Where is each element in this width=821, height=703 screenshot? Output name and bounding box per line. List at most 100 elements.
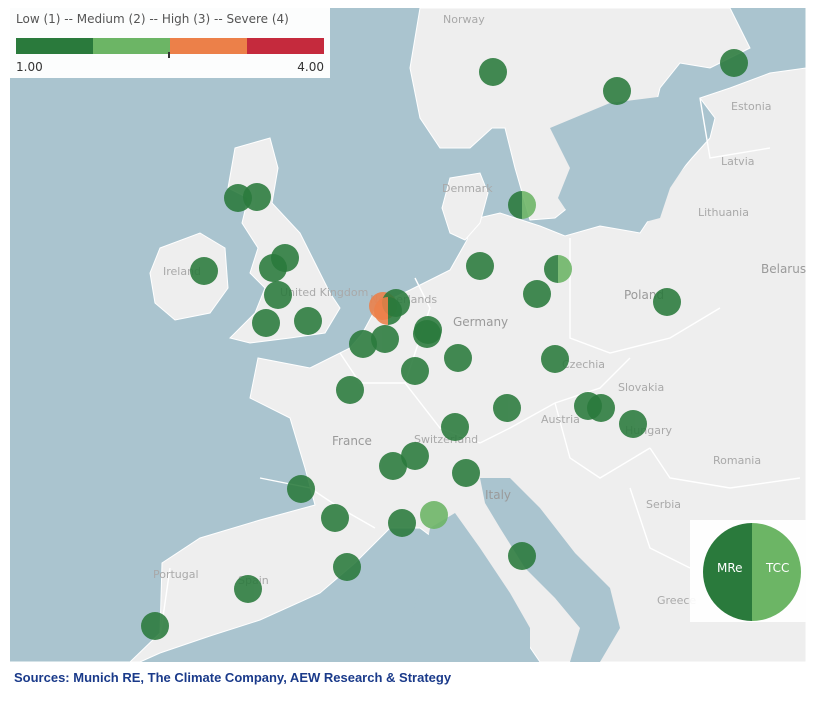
risk-marker[interactable] <box>243 183 271 211</box>
risk-marker-mre-half <box>190 257 204 285</box>
risk-marker[interactable] <box>444 344 472 372</box>
legend-title: Low (1) -- Medium (2) -- High (3) -- Sev… <box>16 12 289 26</box>
risk-marker-mre-half <box>452 459 466 487</box>
risk-marker[interactable] <box>452 459 480 487</box>
risk-marker[interactable] <box>493 394 521 422</box>
risk-marker[interactable] <box>264 281 292 309</box>
label-latvia: Latvia <box>721 155 755 168</box>
risk-marker[interactable] <box>374 297 402 325</box>
legend-color-scale <box>16 38 324 54</box>
adriatic-sea <box>480 478 620 662</box>
risk-marker[interactable] <box>401 357 429 385</box>
risk-marker-tcc-half <box>667 288 681 316</box>
risk-marker-mre-half <box>294 307 308 335</box>
map-area[interactable]: Norway Estonia Latvia Lithuania Denmark … <box>10 8 806 662</box>
risk-marker[interactable] <box>371 325 399 353</box>
risk-marker-tcc-half <box>555 345 569 373</box>
risk-marker[interactable] <box>541 345 569 373</box>
risk-marker-tcc-half <box>734 49 748 77</box>
risk-marker-tcc-half <box>558 255 572 283</box>
risk-marker-mre-half <box>321 504 335 532</box>
risk-marker-tcc-half <box>458 344 472 372</box>
risk-marker[interactable] <box>333 553 361 581</box>
legend-segment-low <box>16 38 93 54</box>
risk-marker-tcc-half <box>204 257 218 285</box>
risk-marker-tcc-half <box>266 309 280 337</box>
risk-marker-mre-half <box>252 309 266 337</box>
label-czechia: Czechia <box>562 358 606 371</box>
risk-marker[interactable] <box>441 413 469 441</box>
risk-marker-tcc-half <box>285 244 299 272</box>
risk-marker-mre-half <box>420 501 434 529</box>
risk-marker[interactable] <box>388 509 416 537</box>
risk-marker-mre-half <box>508 542 522 570</box>
risk-marker[interactable] <box>720 49 748 77</box>
risk-marker[interactable] <box>190 257 218 285</box>
denmark-landmass <box>441 172 489 241</box>
label-portugal: Portugal <box>153 568 199 581</box>
risk-marker-mre-half <box>523 280 537 308</box>
risk-marker-tcc-half <box>248 575 262 603</box>
risk-marker[interactable] <box>287 475 315 503</box>
risk-marker-mre-half <box>544 255 558 283</box>
risk-marker-tcc-half <box>415 442 429 470</box>
risk-marker-mre-half <box>466 252 480 280</box>
risk-marker[interactable] <box>234 575 262 603</box>
risk-marker-mre-half <box>401 357 415 385</box>
risk-marker-mre-half <box>243 183 257 211</box>
risk-marker-tcc-half <box>507 394 521 422</box>
risk-marker[interactable] <box>619 410 647 438</box>
risk-marker-tcc-half <box>308 307 322 335</box>
risk-markers[interactable] <box>10 8 806 662</box>
risk-marker[interactable] <box>587 394 615 422</box>
risk-marker[interactable] <box>523 280 551 308</box>
risk-marker-tcc-half <box>402 509 416 537</box>
risk-marker[interactable] <box>271 244 299 272</box>
risk-marker-mre-half <box>493 394 507 422</box>
risk-marker[interactable] <box>603 77 631 105</box>
risk-marker[interactable] <box>508 542 536 570</box>
risk-marker[interactable] <box>379 452 407 480</box>
risk-marker-tcc-half <box>617 77 631 105</box>
label-lithuania: Lithuania <box>698 206 749 219</box>
risk-marker-mre-half <box>271 244 285 272</box>
risk-marker-mre-half <box>479 58 493 86</box>
risk-marker-tcc-half <box>415 357 429 385</box>
legend-segment-severe <box>247 38 324 54</box>
risk-marker-tcc-half <box>350 376 364 404</box>
risk-marker[interactable] <box>294 307 322 335</box>
risk-marker[interactable] <box>466 252 494 280</box>
risk-marker-mre-half <box>603 77 617 105</box>
risk-marker-tcc-half <box>434 501 448 529</box>
risk-marker[interactable] <box>544 255 572 283</box>
risk-marker-tcc-half <box>493 58 507 86</box>
source-note: Sources: Munich RE, The Climate Company,… <box>14 670 452 685</box>
risk-marker-mre-half <box>587 394 601 422</box>
risk-marker[interactable] <box>252 309 280 337</box>
label-austria: Austria <box>541 413 580 426</box>
risk-marker-mre-half <box>264 281 278 309</box>
risk-marker[interactable] <box>321 504 349 532</box>
risk-marker-mre-half <box>333 553 347 581</box>
risk-marker[interactable] <box>508 191 536 219</box>
risk-marker-mre-half <box>413 320 427 348</box>
risk-marker-tcc-half <box>522 191 536 219</box>
risk-marker-mre-half <box>619 410 633 438</box>
label-united-kingdom: United Kingdom <box>280 286 369 299</box>
legend-segment-high <box>170 38 247 54</box>
risk-marker[interactable] <box>420 501 448 529</box>
risk-marker[interactable] <box>413 320 441 348</box>
risk-marker-tcc-half <box>257 183 271 211</box>
baltic-sea <box>550 93 710 226</box>
legend-tick-mark <box>168 52 170 58</box>
risk-marker-tcc-half <box>455 413 469 441</box>
label-norway: Norway <box>443 13 485 26</box>
risk-marker[interactable] <box>141 612 169 640</box>
risk-marker-mre-half <box>336 376 350 404</box>
risk-marker[interactable] <box>479 58 507 86</box>
risk-marker[interactable] <box>653 288 681 316</box>
risk-marker[interactable] <box>336 376 364 404</box>
label-slovakia: Slovakia <box>618 381 665 394</box>
risk-marker-mre-half <box>371 325 385 353</box>
risk-marker-tcc-half <box>601 394 615 422</box>
